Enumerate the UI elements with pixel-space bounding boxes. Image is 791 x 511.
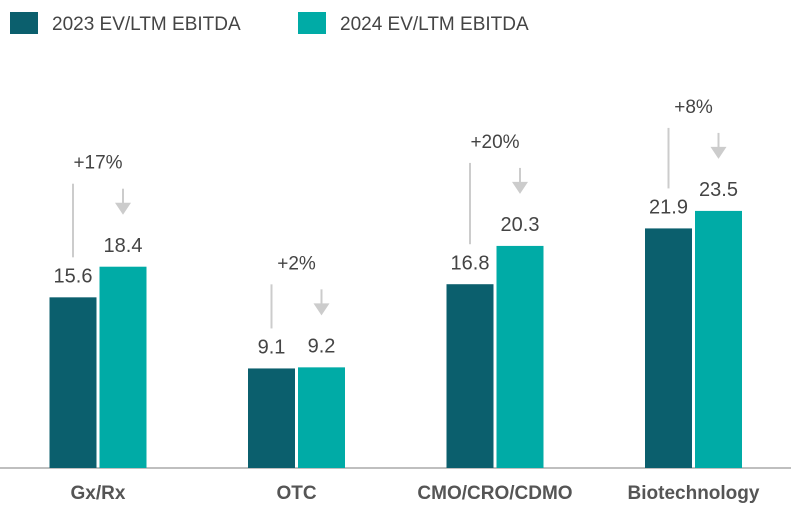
x-tick-label: Biotechnology: [628, 483, 760, 504]
value-label: 23.5: [699, 179, 738, 201]
x-tick-label: Gx/Rx: [71, 483, 126, 504]
value-label: 21.9: [649, 197, 688, 219]
annotation-arrow-head: [512, 181, 528, 194]
x-tick-label: CMO/CRO/CDMO: [417, 483, 572, 504]
value-label: 15.6: [54, 266, 93, 288]
annotation: +2%: [277, 253, 316, 274]
legend-swatch: [10, 12, 38, 34]
bar: [645, 228, 692, 468]
annotation: +20%: [470, 132, 519, 153]
value-label: 16.8: [451, 252, 490, 274]
value-label: 18.4: [104, 235, 143, 257]
annotation: +17%: [73, 153, 122, 174]
annotation: +8%: [674, 97, 713, 118]
annotation-arrow-head: [710, 146, 727, 159]
bar: [99, 266, 147, 468]
bar: [49, 297, 97, 468]
bar: [298, 367, 345, 468]
legend-label: 2024 EV/LTM EBITDA: [340, 14, 529, 35]
value-label: 9.1: [258, 337, 286, 359]
bar: [446, 284, 494, 468]
legend-swatch: [298, 12, 326, 34]
value-label: 20.3: [501, 214, 540, 236]
annotation-arrow-head: [115, 202, 131, 215]
x-tick-label: OTC: [276, 483, 316, 504]
bar: [496, 245, 544, 468]
annotation-arrow-head: [313, 303, 330, 316]
bar: [248, 368, 295, 468]
value-label: 9.2: [308, 336, 336, 358]
legend-label: 2023 EV/LTM EBITDA: [52, 14, 241, 35]
bar: [695, 210, 742, 468]
